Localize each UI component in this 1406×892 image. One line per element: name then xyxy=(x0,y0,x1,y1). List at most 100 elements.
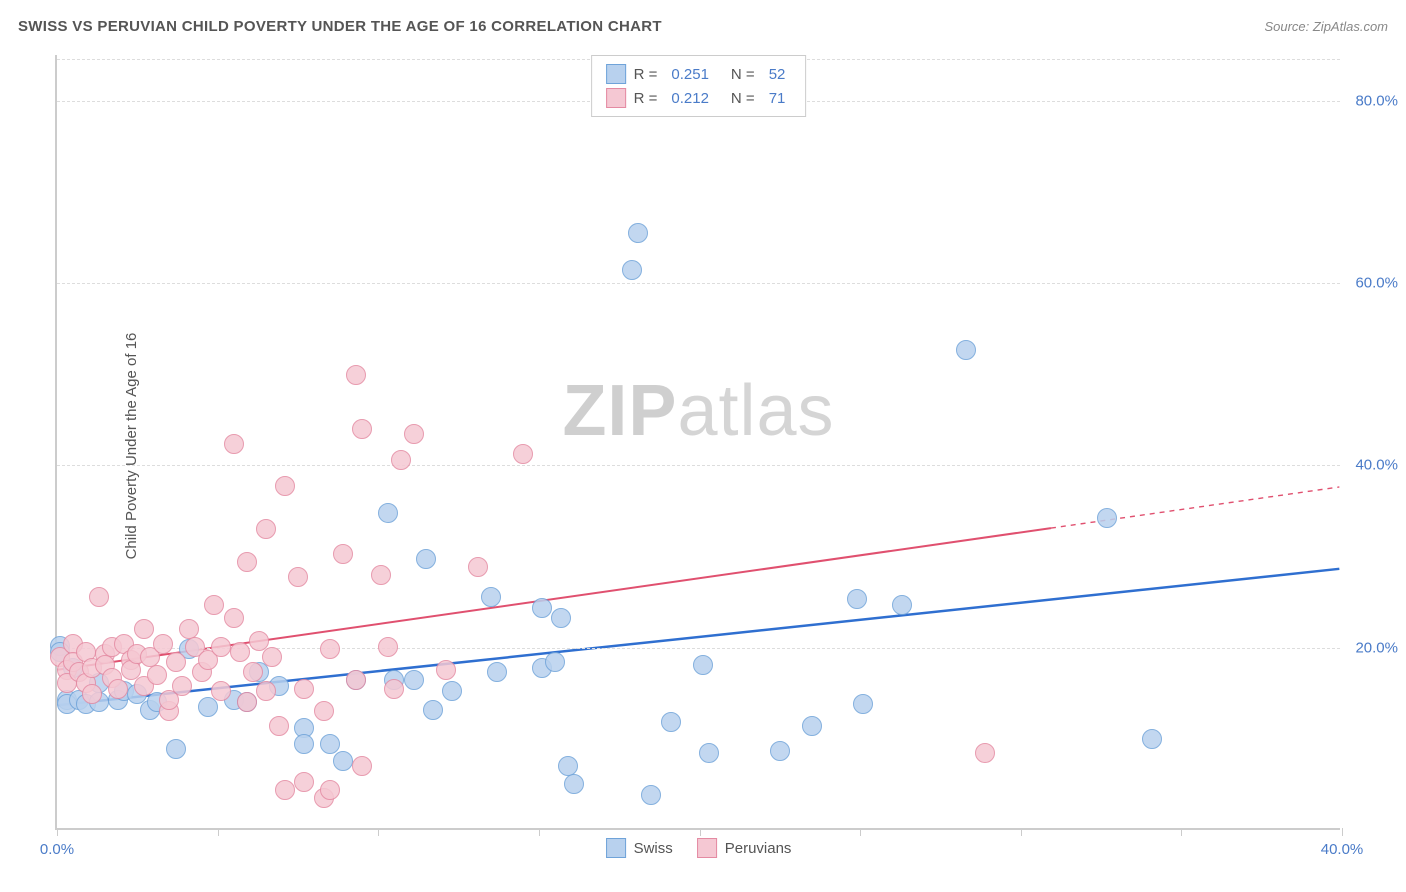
data-point xyxy=(481,587,501,607)
series-legend-label: Peruvians xyxy=(725,840,792,857)
x-tick xyxy=(218,828,219,836)
data-point xyxy=(237,552,257,572)
data-point xyxy=(256,681,276,701)
data-point xyxy=(693,655,713,675)
data-point xyxy=(378,637,398,657)
data-point xyxy=(179,619,199,639)
data-point xyxy=(237,692,257,712)
data-point xyxy=(423,700,443,720)
data-point xyxy=(802,716,822,736)
data-point xyxy=(564,774,584,794)
data-point xyxy=(378,503,398,523)
data-point xyxy=(134,619,154,639)
data-point xyxy=(333,544,353,564)
data-point xyxy=(172,676,192,696)
y-tick-label: 40.0% xyxy=(1355,457,1398,474)
data-point xyxy=(436,660,456,680)
legend-n-label: N = xyxy=(731,90,755,107)
data-point xyxy=(699,743,719,763)
gridline xyxy=(57,465,1340,466)
series-legend-item: Swiss xyxy=(606,838,673,858)
correlation-legend: R =0.251N =52R =0.212N =71 xyxy=(591,55,807,117)
data-point xyxy=(89,587,109,607)
data-point xyxy=(320,639,340,659)
legend-row: R =0.251N =52 xyxy=(606,62,792,86)
legend-swatch xyxy=(606,88,626,108)
data-point xyxy=(384,679,404,699)
legend-swatch xyxy=(697,838,717,858)
chart-title: SWISS VS PERUVIAN CHILD POVERTY UNDER TH… xyxy=(18,18,662,35)
data-point xyxy=(230,642,250,662)
data-point xyxy=(892,595,912,615)
data-point xyxy=(352,419,372,439)
data-point xyxy=(294,772,314,792)
data-point xyxy=(391,450,411,470)
data-point xyxy=(166,652,186,672)
legend-n-value: 71 xyxy=(769,90,786,107)
data-point xyxy=(853,694,873,714)
data-point xyxy=(166,739,186,759)
data-point xyxy=(404,670,424,690)
data-point xyxy=(147,665,167,685)
data-point xyxy=(204,595,224,615)
data-point xyxy=(975,743,995,763)
data-point xyxy=(288,567,308,587)
x-tick xyxy=(1021,828,1022,836)
data-point xyxy=(1142,729,1162,749)
data-point xyxy=(558,756,578,776)
x-tick-label: 0.0% xyxy=(40,841,74,858)
data-point xyxy=(416,549,436,569)
data-point xyxy=(532,598,552,618)
y-tick-label: 80.0% xyxy=(1355,92,1398,109)
data-point xyxy=(622,260,642,280)
data-point xyxy=(262,647,282,667)
data-point xyxy=(269,716,289,736)
data-point xyxy=(275,780,295,800)
data-point xyxy=(224,608,244,628)
data-point xyxy=(770,741,790,761)
data-point xyxy=(153,634,173,654)
data-point xyxy=(545,652,565,672)
data-point xyxy=(346,365,366,385)
x-tick xyxy=(378,828,379,836)
y-tick-label: 20.0% xyxy=(1355,639,1398,656)
data-point xyxy=(243,662,263,682)
x-tick xyxy=(1342,828,1343,836)
data-point xyxy=(956,340,976,360)
data-point xyxy=(847,589,867,609)
data-point xyxy=(404,424,424,444)
legend-swatch xyxy=(606,64,626,84)
legend-n-value: 52 xyxy=(769,66,786,83)
data-point xyxy=(442,681,462,701)
legend-n-label: N = xyxy=(731,66,755,83)
legend-r-label: R = xyxy=(634,90,658,107)
data-point xyxy=(346,670,366,690)
data-point xyxy=(333,751,353,771)
data-point xyxy=(82,684,102,704)
legend-swatch xyxy=(606,838,626,858)
trendlines-layer xyxy=(57,55,1340,828)
legend-r-value: 0.212 xyxy=(671,90,709,107)
data-point xyxy=(320,780,340,800)
data-point xyxy=(211,637,231,657)
gridline xyxy=(57,283,1340,284)
data-point xyxy=(661,712,681,732)
data-point xyxy=(256,519,276,539)
trendline-dashed xyxy=(1051,487,1339,528)
x-tick xyxy=(860,828,861,836)
data-point xyxy=(487,662,507,682)
data-point xyxy=(551,608,571,628)
data-point xyxy=(314,701,334,721)
plot-area: ZIPatlas 20.0%40.0%60.0%80.0%0.0%40.0%R … xyxy=(55,55,1340,830)
data-point xyxy=(628,223,648,243)
data-point xyxy=(468,557,488,577)
data-point xyxy=(224,434,244,454)
data-point xyxy=(275,476,295,496)
x-tick xyxy=(539,828,540,836)
x-tick-label: 40.0% xyxy=(1321,841,1364,858)
data-point xyxy=(352,756,372,776)
legend-r-label: R = xyxy=(634,66,658,83)
data-point xyxy=(1097,508,1117,528)
watermark-bold: ZIP xyxy=(562,371,677,451)
x-tick xyxy=(57,828,58,836)
